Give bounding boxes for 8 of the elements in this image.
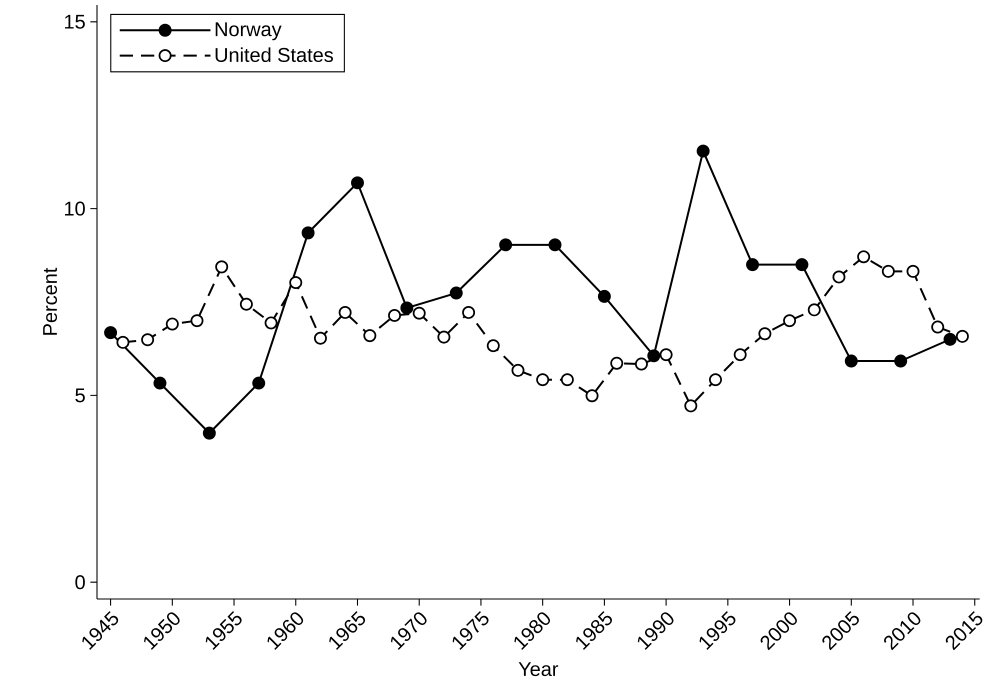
x-axis-title: Year [518, 662, 558, 676]
y-tick-label: 10 [65, 202, 85, 216]
y-axis-title: Percent [43, 268, 58, 335]
legend-label: United States [216, 47, 333, 62]
y-tick-label: 5 [75, 388, 85, 402]
legend-label: Norway [216, 22, 282, 40]
y-tick-label: 0 [75, 575, 85, 590]
y-tick-label: 15 [65, 14, 85, 29]
